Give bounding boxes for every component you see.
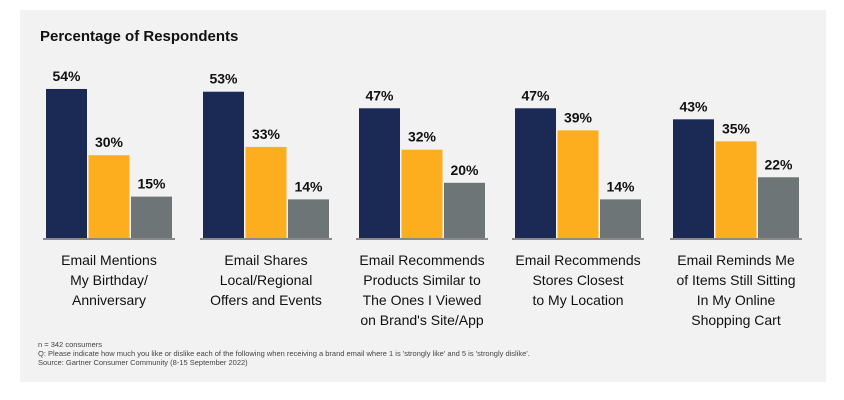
category-label-line: on Brand's Site/App: [360, 312, 484, 328]
bar: [401, 149, 443, 238]
category-label-line: Anniversary: [72, 292, 146, 308]
bar: [359, 108, 400, 238]
category-label: Email Recommends Stores Closest to My Loca…: [503, 250, 653, 310]
data-label: 54%: [52, 68, 81, 84]
category-label: Email Reminds Me of Items Still Sitting In…: [661, 250, 811, 330]
category-label: Email Mentions My Birthday/Anniversary: [34, 250, 184, 310]
data-label: 22%: [764, 156, 793, 172]
question-note: Q: Please indicate how much you like or …: [38, 349, 530, 358]
data-label: 20%: [450, 162, 479, 178]
category-label-line: Stores Closest: [532, 272, 624, 288]
category-label: Email Shares Local/Regional Offers and Eve…: [191, 250, 341, 310]
bar: [245, 146, 287, 238]
bar: [557, 130, 599, 238]
bar: [288, 199, 329, 238]
bar: [131, 196, 172, 238]
bar: [758, 177, 799, 238]
footnotes: n = 342 consumers Q: Please indicate how…: [38, 340, 530, 367]
bar: [673, 119, 714, 238]
category-label-line: Email Mentions: [61, 252, 157, 268]
data-label: 30%: [95, 134, 124, 150]
category-label-line: The Ones I Viewed: [362, 292, 482, 308]
category-label-line: In My Online: [696, 292, 776, 308]
bar: [46, 88, 87, 239]
data-label: 53%: [209, 71, 238, 87]
source-note: Source: Gartner Consumer Community (8-15…: [38, 358, 248, 367]
data-label: 47%: [521, 87, 550, 103]
bar: [715, 141, 757, 238]
bar: [203, 91, 244, 238]
category-label-line: Products Similar to: [363, 272, 481, 288]
data-label: 35%: [722, 120, 751, 136]
data-label: 43%: [679, 98, 708, 114]
category-label-line: Email Shares: [224, 252, 308, 268]
category-label-line: Email Reminds Me: [677, 252, 795, 268]
data-label: 33%: [252, 126, 281, 142]
data-label: 47%: [365, 87, 394, 103]
category-label: Email Recommends Products Similar to The O…: [347, 250, 497, 330]
category-label-line: Shopping Cart: [691, 312, 781, 328]
category-label-line: of Items Still Sitting: [676, 272, 796, 288]
category-label-line: Email Recommends: [515, 252, 641, 268]
data-label: 14%: [606, 178, 635, 194]
bar: [600, 199, 641, 238]
data-label: 15%: [137, 176, 166, 192]
chart-title: Percentage of Respondents: [40, 28, 239, 45]
category-label-line: Email Recommends: [359, 252, 485, 268]
bar: [88, 155, 130, 238]
category-label-line: Offers and Events: [210, 292, 322, 308]
data-label: 39%: [564, 109, 593, 125]
category-label-line: Local/Regional: [219, 272, 313, 288]
category-label-line: to My Location: [532, 292, 624, 308]
data-label: 14%: [294, 178, 323, 194]
category-label-line: My Birthday/: [70, 272, 148, 288]
bar: [515, 108, 556, 238]
data-label: 32%: [408, 129, 437, 145]
bar: [444, 182, 485, 238]
sample-note: n = 342 consumers: [38, 340, 102, 349]
